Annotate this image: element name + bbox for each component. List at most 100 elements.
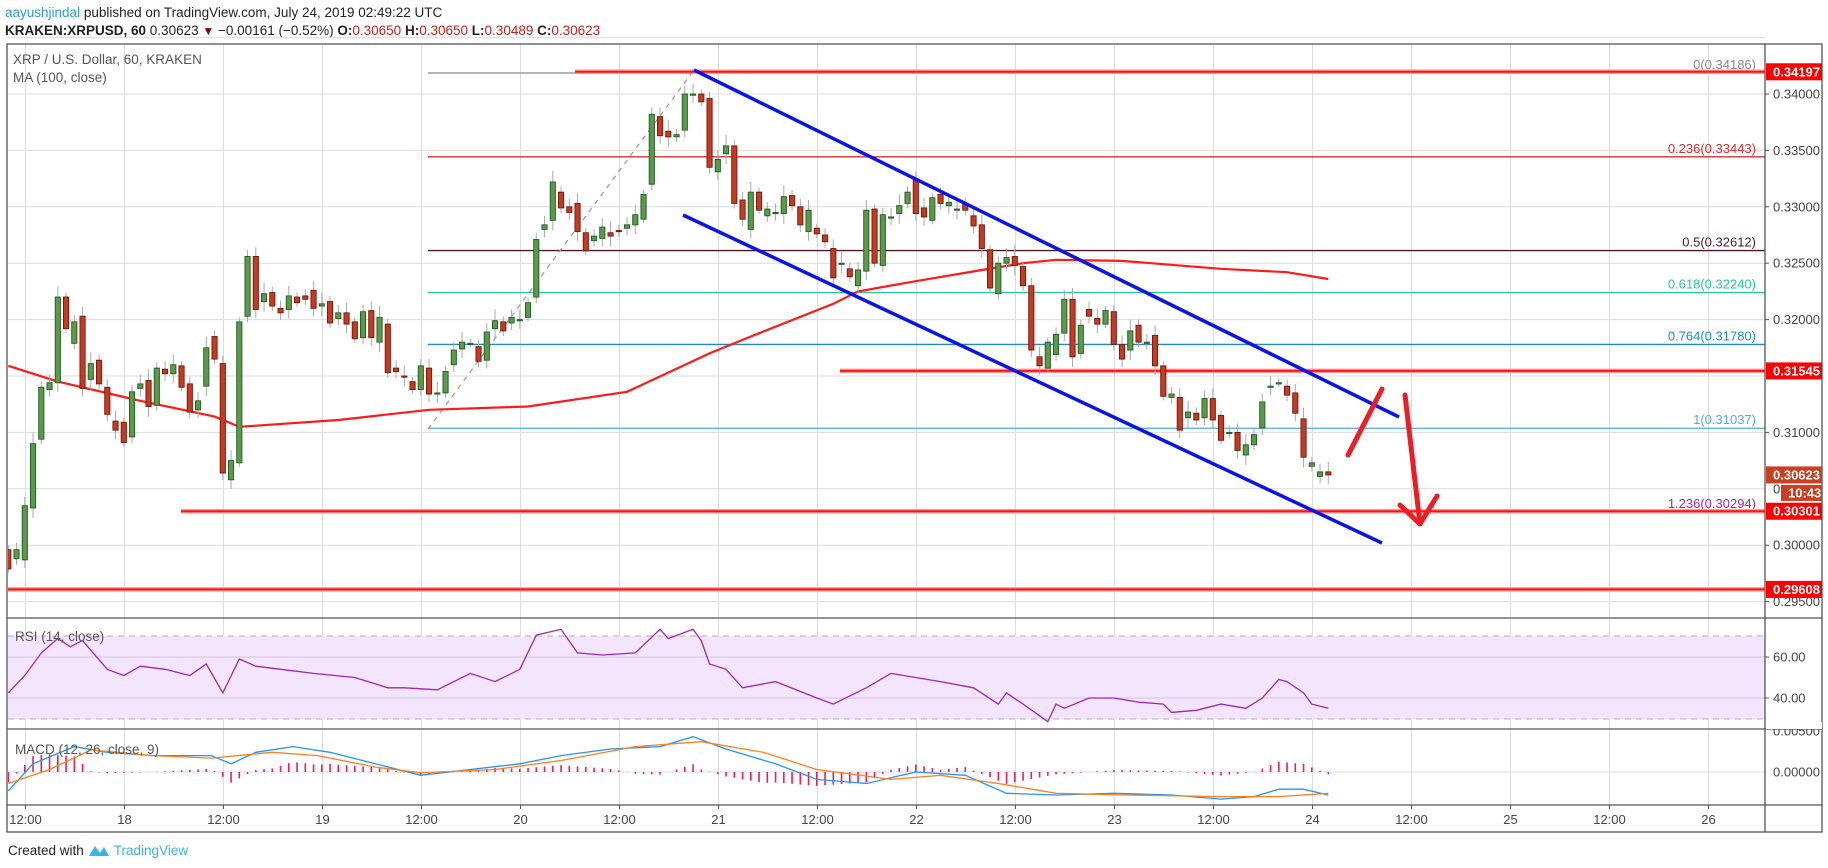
time-tick-label: 24 bbox=[1305, 812, 1319, 827]
time-tick-label: 12:00 bbox=[207, 812, 240, 827]
price-axis[interactable]: 0.34000 0.33500 0.33000 0.32500 0.32000 0.310… bbox=[1765, 87, 1822, 780]
fib-level-label: 0.236(0.33443) bbox=[1668, 141, 1756, 156]
candle-down bbox=[1234, 431, 1241, 451]
channel-lower-line[interactable] bbox=[682, 213, 1383, 545]
close-label: C: bbox=[537, 23, 552, 38]
candle-up bbox=[904, 191, 911, 204]
macd-pane[interactable] bbox=[8, 736, 1330, 800]
high-label: H: bbox=[404, 23, 420, 38]
candle-down bbox=[1217, 415, 1225, 441]
macd-legend[interactable]: MACD (12, 26, close, 9) bbox=[15, 742, 159, 757]
price-pane[interactable]: 0(0.34186) 0.236(0.33443) 0.5(0.32612) 0.61… bbox=[6, 57, 1765, 592]
pane-borders bbox=[6, 43, 1823, 833]
arrow-up-icon[interactable] bbox=[1345, 386, 1385, 458]
candle-up bbox=[599, 226, 606, 239]
candle-down bbox=[665, 130, 672, 138]
candle-down bbox=[426, 367, 433, 395]
last-price: 0.30623 bbox=[149, 23, 199, 38]
time-tick-label: 18 bbox=[117, 812, 131, 827]
candle-down bbox=[558, 191, 565, 209]
partial-tick-label: 0 bbox=[1773, 481, 1780, 496]
candle-up bbox=[236, 321, 243, 464]
last-price-tag: 0.30623 bbox=[1773, 467, 1820, 482]
level-price-tag-bg bbox=[1766, 63, 1822, 81]
candle-down bbox=[937, 193, 944, 204]
candle-up bbox=[1044, 341, 1051, 369]
candle-up bbox=[1275, 382, 1282, 385]
fib-level-label: 1.236(0.30294) bbox=[1668, 496, 1756, 511]
time-tick-label: 12:00 bbox=[801, 812, 834, 827]
candle-down bbox=[95, 359, 103, 385]
candle-down bbox=[269, 292, 276, 307]
price-tick-label: 0.33500 bbox=[1773, 143, 1820, 158]
time-axis[interactable]: 12:00 18 12:00 19 12:00 20 12:00 21 12:00 22 12:00… bbox=[9, 805, 1716, 827]
time-tick-label: 12:00 bbox=[1395, 812, 1428, 827]
candle-up bbox=[1102, 310, 1109, 325]
time-tick-label: 12:00 bbox=[603, 812, 636, 827]
candle-down bbox=[302, 295, 309, 300]
macd-histogram bbox=[8, 754, 1330, 786]
arrow-down-icon[interactable] bbox=[1397, 392, 1440, 527]
candle-up bbox=[838, 262, 845, 265]
macd-line bbox=[8, 736, 1329, 800]
candle-down bbox=[566, 206, 573, 213]
candle-up bbox=[87, 363, 94, 380]
candle-up bbox=[1143, 341, 1150, 344]
candle-down bbox=[343, 312, 350, 325]
candle-up bbox=[640, 193, 647, 220]
rsi-legend[interactable]: RSI (14, close) bbox=[15, 629, 104, 644]
channel-upper-line[interactable] bbox=[693, 68, 1400, 419]
open-value: 0.30650 bbox=[352, 23, 402, 38]
candles bbox=[8, 83, 1332, 573]
rsi-pane[interactable] bbox=[8, 628, 1329, 723]
tradingview-logo-icon[interactable] bbox=[87, 842, 111, 858]
fibonacci-retracement[interactable]: 0(0.34186) 0.236(0.33443) 0.5(0.32612) 0.61… bbox=[428, 57, 1765, 513]
tradingview-brand-link[interactable]: TradingView bbox=[113, 842, 189, 858]
candle-up bbox=[203, 347, 210, 387]
candle-up bbox=[879, 214, 886, 266]
symbol-info-bar: KRAKEN:XRPUSD, 60 0.30623 ▼ −0.00161 (−0… bbox=[5, 23, 600, 38]
candle-down bbox=[871, 208, 878, 264]
candle-down bbox=[657, 116, 664, 137]
price-tags: 0.34197 0.31545 0.30301 0.29608 00.30623 10:4… bbox=[1766, 63, 1822, 598]
candle-down bbox=[79, 315, 86, 389]
candle-down bbox=[739, 199, 746, 220]
candle-up bbox=[805, 209, 812, 233]
candle-up bbox=[244, 255, 251, 317]
candle-up bbox=[335, 312, 342, 319]
candle-down bbox=[756, 191, 763, 211]
candle-up bbox=[1242, 444, 1249, 456]
candle-down bbox=[846, 268, 853, 278]
candle-up bbox=[30, 443, 37, 509]
close-value: 0.30623 bbox=[551, 23, 601, 38]
main-legend[interactable]: XRP / U.S. Dollar, 60, KRAKEN bbox=[13, 52, 202, 67]
candle-down bbox=[731, 145, 738, 204]
candle-up bbox=[632, 214, 639, 226]
candle-up bbox=[648, 113, 655, 185]
candle-up bbox=[1267, 385, 1274, 388]
low-label: L: bbox=[471, 23, 485, 38]
candle-down bbox=[1325, 471, 1332, 476]
ma-legend[interactable]: MA (100, close) bbox=[13, 70, 107, 85]
candle-down bbox=[500, 321, 507, 332]
candle-down bbox=[822, 234, 829, 243]
time-tick-label: 19 bbox=[315, 812, 329, 827]
price-tick-label: 0.32000 bbox=[1773, 312, 1820, 327]
candle-down bbox=[401, 375, 408, 378]
candle-up bbox=[525, 302, 532, 318]
countdown-tag-bg bbox=[1781, 484, 1822, 501]
time-tick-label: 23 bbox=[1107, 812, 1121, 827]
candle-down bbox=[327, 301, 334, 324]
price-tick-label: 0.31000 bbox=[1773, 425, 1820, 440]
candle-up bbox=[772, 211, 779, 215]
price-tick-label: 0.32500 bbox=[1773, 256, 1820, 271]
level-price-tag: 0.34197 bbox=[1773, 64, 1820, 79]
horizontal-levels[interactable] bbox=[8, 69, 1765, 592]
author-link[interactable]: aayushjindal bbox=[5, 5, 81, 20]
time-tick-label: 21 bbox=[711, 812, 725, 827]
candle-up bbox=[46, 382, 53, 390]
candle-up bbox=[1316, 471, 1324, 477]
candle-down bbox=[921, 207, 928, 218]
candle-up bbox=[227, 460, 235, 481]
